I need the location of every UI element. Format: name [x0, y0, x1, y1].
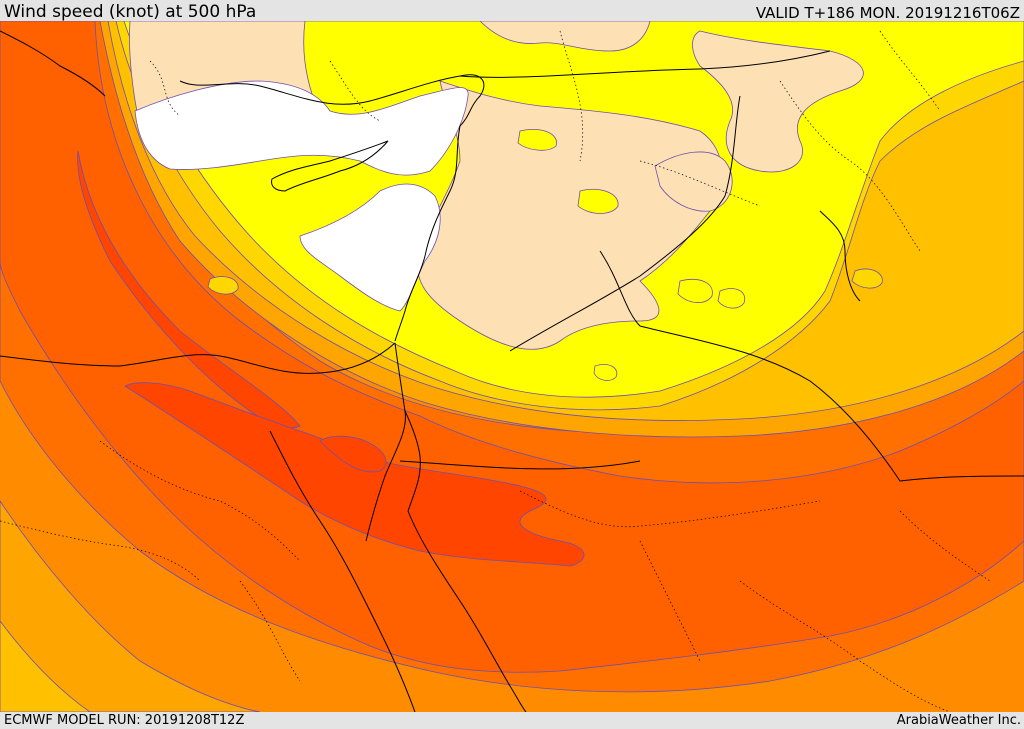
yellow-patch-4 [717, 288, 746, 309]
dotted-border-4 [779, 80, 921, 252]
coastline-levant [394, 125, 461, 342]
coastline-aegean-islands [0, 30, 106, 97]
dotted-border-13 [879, 30, 941, 112]
map-title: Wind speed (knot) at 500 hPa [4, 2, 257, 22]
band-gold-southwest [0, 620, 91, 712]
coastline-red-sea-west [269, 430, 416, 712]
dotted-border-1 [149, 60, 181, 117]
band-red-core-south [124, 382, 585, 567]
yellow-patch-3 [677, 279, 713, 303]
band-amber-southwest [0, 500, 261, 712]
model-run-label: ECMWF MODEL RUN: 20191208T12Z [4, 713, 245, 728]
border-egypt-sudan [399, 460, 641, 470]
border-saudi [599, 250, 1024, 482]
border-jordan-iraq [509, 95, 741, 352]
valid-time: VALID T+186 MON. 20191216T06Z [755, 4, 1020, 22]
wind-speed-map [0, 21, 1024, 712]
gold-patch-2 [851, 268, 883, 289]
band-beige-east-patch [654, 151, 733, 212]
dotted-border-6 [519, 490, 821, 528]
yellow-patch-2 [517, 129, 557, 151]
band-beige-north-center [479, 21, 651, 52]
yellow-patch-1 [577, 189, 619, 214]
band-white-cyprus [134, 80, 469, 176]
header-bar: Wind speed (knot) at 500 hPa VALID T+186… [0, 0, 1024, 21]
gold-patch-1 [207, 276, 239, 295]
dotted-border-5 [99, 440, 301, 562]
border-east [459, 50, 831, 78]
coastline-caspian [819, 210, 861, 302]
dotted-border-2 [559, 30, 584, 162]
dotted-border-9 [739, 580, 951, 712]
internal-borders [0, 30, 991, 712]
coastline-red-sea-east [407, 510, 527, 712]
dotted-border-12 [329, 60, 381, 122]
coastlines [0, 30, 1024, 712]
weather-map [0, 21, 1024, 712]
yellow-patch-5 [593, 364, 618, 381]
footer-bar: ECMWF MODEL RUN: 20191208T12Z ArabiaWeat… [0, 712, 1024, 729]
coastline-anatolia [179, 74, 485, 127]
band-red-orange-jet [0, 21, 1024, 673]
coastline-sinai-gulf-suez [365, 342, 406, 542]
band-red-core-sinai [319, 435, 387, 473]
coastline-cyprus [271, 140, 389, 192]
coastline-gulf-aqaba [404, 410, 421, 512]
band-white-east-med [299, 183, 441, 312]
coastline-egypt-north [0, 342, 396, 374]
dotted-border-10 [899, 510, 991, 582]
credit-label: ArabiaWeather Inc. [896, 713, 1021, 728]
